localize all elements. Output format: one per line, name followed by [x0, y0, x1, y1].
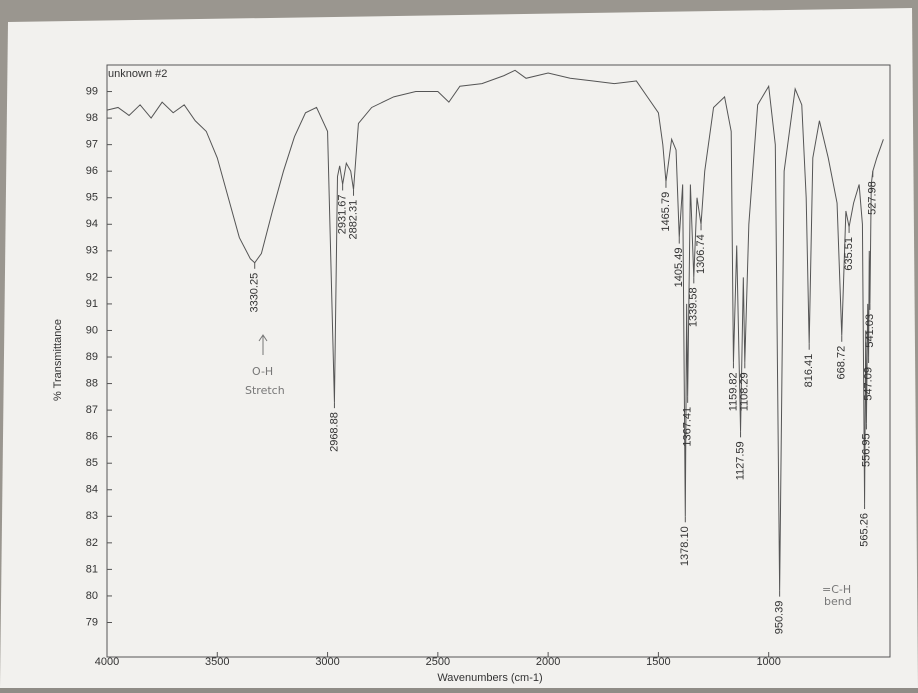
x-tick-label: 1500 [646, 656, 670, 668]
peak-label: 1405.49 [673, 248, 685, 288]
peak-label: 1367.41 [682, 407, 694, 447]
peak-label: 541.03 [864, 314, 876, 348]
y-tick-label: 79 [86, 616, 98, 628]
y-tick-label: 92 [86, 271, 98, 283]
y-tick-label: 94 [86, 218, 98, 230]
y-tick-label: 93 [86, 245, 98, 257]
y-tick-label: 90 [86, 324, 98, 336]
y-tick-label: 95 [86, 192, 98, 204]
plot-frame [106, 64, 891, 658]
y-axis-label: % Transmittance [52, 319, 64, 401]
chart-title: unknown #2 [108, 68, 167, 80]
peak-label: 565.26 [858, 513, 870, 547]
peak-label: 816.41 [803, 354, 815, 388]
peak-label: 1306.74 [695, 234, 707, 274]
y-tick-label: 99 [86, 85, 98, 97]
y-tick-label: 81 [86, 563, 98, 575]
spectrum-line [106, 69, 884, 591]
x-tick-label: 2000 [536, 656, 560, 668]
peak-label: 1339.58 [688, 287, 700, 327]
peak-label: 1378.10 [679, 526, 691, 566]
peak-label: 635.51 [843, 237, 855, 271]
peak-label: 2931.67 [337, 194, 349, 234]
handwritten-note: O-H [252, 365, 273, 378]
y-tick-label: 85 [86, 457, 98, 469]
peak-label: 668.72 [836, 346, 848, 380]
y-tick-label: 87 [86, 404, 98, 416]
annotation-arrowhead [258, 334, 268, 342]
y-tick-label: 82 [86, 537, 98, 549]
peak-label: 2968.88 [328, 412, 340, 452]
x-tick-label: 3500 [205, 656, 229, 668]
peak-label: 3330.25 [249, 273, 261, 313]
peak-label: 1127.59 [734, 441, 746, 480]
x-tick-label: 3000 [315, 656, 339, 668]
y-tick-label: 98 [86, 112, 98, 124]
y-tick-label: 84 [86, 484, 98, 496]
peak-label: 1108.29 [739, 372, 751, 411]
peak-label: 1159.82 [727, 372, 739, 411]
peak-label: 547.09 [862, 367, 874, 401]
peak-label: 527.98 [867, 181, 879, 215]
peak-label: 2882.31 [347, 200, 359, 240]
handwritten-note: bend [824, 595, 852, 608]
y-tick-label: 86 [86, 431, 98, 443]
y-tick-label: 80 [86, 590, 98, 602]
x-axis-label: Wavenumbers (cm-1) [437, 672, 542, 684]
y-tick-label: 91 [86, 298, 98, 310]
peak-label: 556.95 [860, 433, 872, 467]
peak-label: 950.39 [774, 601, 786, 635]
y-tick-label: 89 [86, 351, 98, 363]
peak-label: 1465.79 [660, 192, 672, 232]
y-tick-label: 97 [86, 139, 98, 151]
handwritten-note: =C-H [822, 583, 851, 596]
y-tick-label: 88 [86, 377, 98, 389]
handwritten-note: Stretch [245, 384, 285, 397]
x-tick-label: 4000 [95, 656, 119, 668]
x-tick-label: 2500 [426, 656, 450, 668]
y-tick-label: 83 [86, 510, 98, 522]
paper [0, 8, 918, 688]
y-tick-label: 96 [86, 165, 98, 177]
x-tick-label: 1000 [756, 656, 780, 668]
